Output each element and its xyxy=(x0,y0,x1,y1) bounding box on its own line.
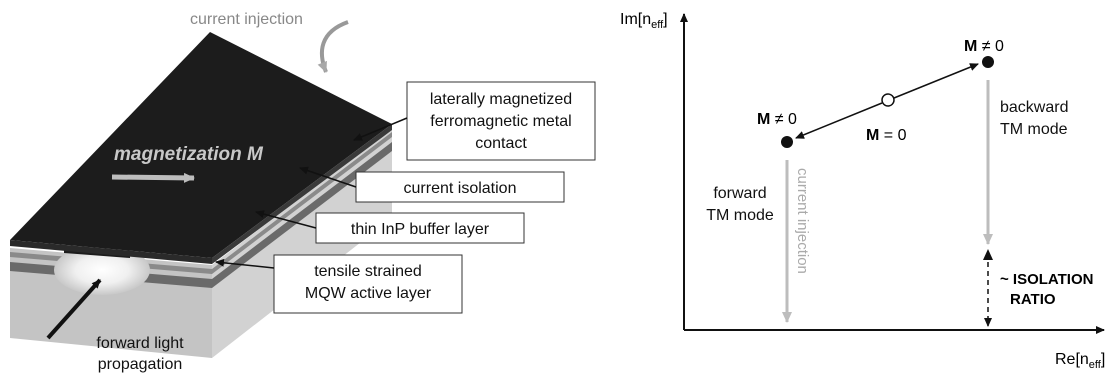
isolation-arrow-top-head xyxy=(983,249,993,260)
forward-mode-point xyxy=(781,136,793,148)
current-injection-arrow xyxy=(317,20,349,73)
contact-callout-line2: ferromagnetic metal xyxy=(430,113,571,130)
magnetization-arrow xyxy=(111,172,195,183)
mqw-callout xyxy=(273,254,463,314)
forward-light-line1: forward light xyxy=(96,335,184,352)
isolation-leader xyxy=(299,166,357,188)
contact-leader xyxy=(353,117,408,141)
forward-mode-line1: forward xyxy=(713,185,766,202)
x-axis-label: Re[neff] xyxy=(1055,351,1105,371)
current-injection-label: current injection xyxy=(190,11,303,28)
isolation-callout-text: current isolation xyxy=(404,180,517,197)
device-illustration: magnetization M current injection latera… xyxy=(10,11,596,373)
isolation-ratio-line2: RATIO xyxy=(1010,291,1056,308)
backward-mode-line2: TM mode xyxy=(1000,121,1068,138)
m-zero-point xyxy=(881,93,895,107)
arrow-to-forward xyxy=(795,102,883,139)
mqw-callout-line1: tensile strained xyxy=(314,263,422,280)
m-eq0-label: M = 0 xyxy=(866,127,907,144)
magnetization-label: magnetization M xyxy=(114,144,264,165)
mqw-leader xyxy=(215,258,275,269)
contact-callout-line3: contact xyxy=(475,135,527,152)
backward-mode-point xyxy=(982,56,994,68)
buffer-leader xyxy=(255,210,317,229)
metal-contact-side-edge xyxy=(212,124,392,264)
arrow-to-backward xyxy=(893,63,979,99)
contact-callout-line1: laterally magnetized xyxy=(430,91,572,108)
forward-mode-line2: TM mode xyxy=(706,207,774,224)
metal-contact-front-edge xyxy=(10,240,212,264)
isolation-ratio-line1: ~ ISOLATION xyxy=(1000,271,1093,288)
isolation-callout xyxy=(355,171,565,203)
m-ne0-right-label: M ≠ 0 xyxy=(964,38,1004,55)
mqw-layer-side xyxy=(212,142,392,288)
buffer-callout-text: thin InP buffer layer xyxy=(351,221,490,238)
buffer-layer-side xyxy=(212,132,392,274)
forward-light-line2: propagation xyxy=(98,356,183,373)
mqw-callout-line2: MQW active layer xyxy=(305,285,432,302)
m-ne0-left-label: M ≠ 0 xyxy=(757,111,797,128)
backward-mode-line1: backward xyxy=(1000,99,1068,116)
y-axis-label: Im[neff] xyxy=(620,11,668,31)
substrate-side xyxy=(212,128,392,358)
forward-light-arrow xyxy=(46,278,102,340)
plot-current-injection-label: current injection xyxy=(794,168,811,274)
metal-contact-top xyxy=(10,32,392,258)
contact-callout xyxy=(406,81,596,161)
neff-plot: Im[neff] Re[neff] M ≠ 0 M ≠ 0 M = 0 forw… xyxy=(620,11,1105,371)
